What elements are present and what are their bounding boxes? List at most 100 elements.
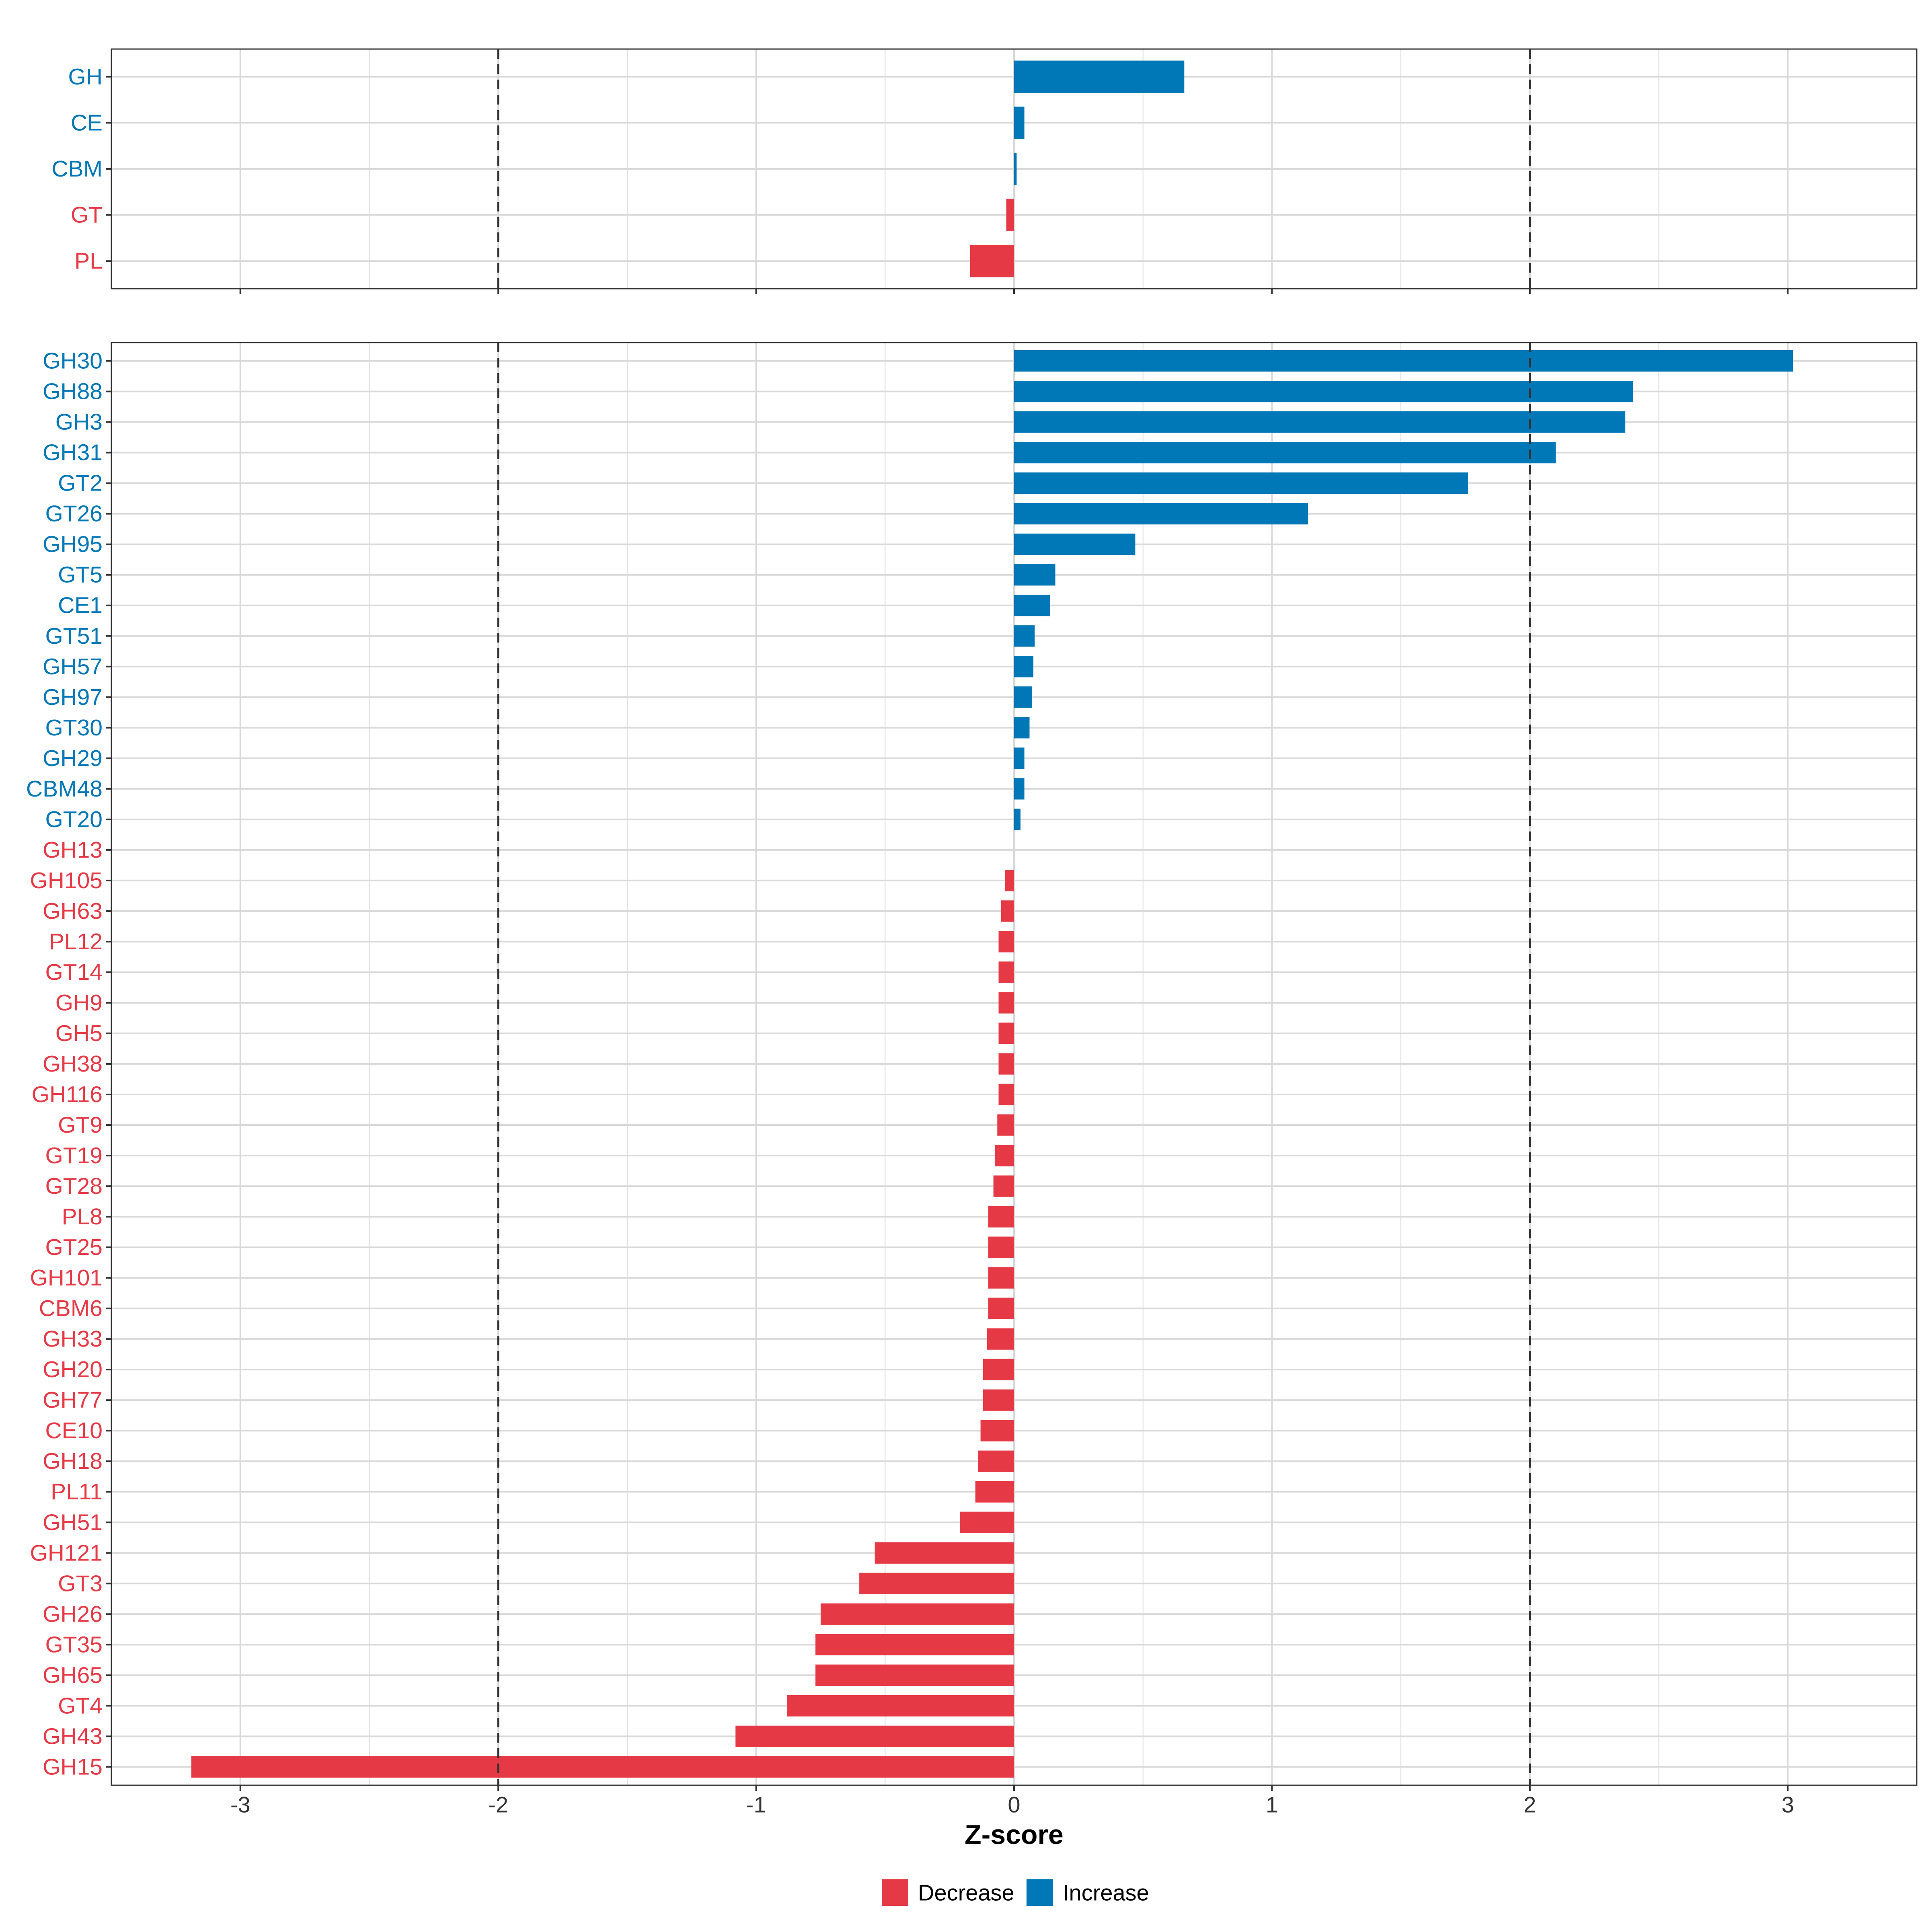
bar-GT51 (1014, 625, 1035, 647)
category-label: GH77 (43, 1387, 103, 1413)
category-label: PL (74, 248, 103, 274)
bar-CBM48 (1014, 778, 1025, 800)
bar-GH121 (875, 1542, 1014, 1564)
category-label: GH43 (43, 1723, 103, 1749)
category-label: GT25 (45, 1234, 103, 1260)
bar-GH95 (1014, 534, 1135, 555)
bar-GH31 (1014, 442, 1556, 464)
category-label: CBM48 (26, 776, 103, 802)
category-label: PL8 (62, 1204, 103, 1230)
bar-GT2 (1014, 472, 1468, 494)
category-label: GH3 (55, 409, 103, 435)
category-label: CE10 (45, 1418, 103, 1443)
bar-GH33 (987, 1328, 1014, 1350)
bar-GH29 (1014, 747, 1025, 769)
bar-GH20 (983, 1359, 1014, 1380)
bar-GT4 (787, 1695, 1014, 1716)
category-label: CE1 (58, 593, 103, 618)
bar-GT28 (993, 1175, 1014, 1197)
category-label: GH97 (43, 684, 103, 710)
bar-GT30 (1014, 717, 1030, 739)
x-tick-label: -1 (746, 1792, 766, 1817)
bar-GH38 (998, 1053, 1014, 1075)
bar-GT3 (859, 1573, 1014, 1594)
category-label: GT26 (45, 501, 103, 527)
bar-GH116 (998, 1084, 1014, 1105)
category-label: GH51 (43, 1509, 103, 1535)
bar-PL (970, 245, 1014, 277)
bar-GT14 (998, 961, 1014, 983)
category-label: PL11 (51, 1479, 103, 1505)
bar-GH5 (998, 1022, 1014, 1044)
category-label: GH121 (30, 1540, 103, 1566)
bar-GH51 (960, 1511, 1014, 1533)
category-label: GH105 (30, 868, 103, 893)
bar-GT25 (988, 1236, 1014, 1258)
bar-GT35 (815, 1634, 1014, 1655)
legend-label-increase: Increase (1063, 1880, 1149, 1905)
category-label: CBM (51, 156, 103, 182)
bar-GT (1006, 199, 1014, 231)
category-label: GH26 (43, 1601, 103, 1627)
bar-GT19 (994, 1145, 1014, 1166)
legend-swatch-increase (1027, 1879, 1053, 1906)
x-tick-label: 1 (1266, 1792, 1278, 1817)
category-label: CE (71, 110, 103, 136)
legend-label-decrease: Decrease (918, 1880, 1014, 1905)
category-label: GT2 (58, 470, 103, 496)
category-label: PL12 (49, 929, 103, 955)
category-label: GT4 (58, 1693, 103, 1718)
bar-GH43 (735, 1725, 1014, 1747)
bar-PL12 (998, 931, 1014, 953)
category-label: GH30 (43, 348, 103, 374)
bar-GH88 (1014, 381, 1633, 402)
category-label: GH57 (43, 654, 103, 680)
bar-GT26 (1014, 503, 1308, 525)
bar-GH18 (978, 1450, 1014, 1472)
x-tick-label: -2 (488, 1792, 508, 1817)
category-label: GT (71, 202, 103, 228)
bar-GT5 (1014, 564, 1055, 586)
bar-GH15 (191, 1756, 1014, 1778)
category-label: GT51 (45, 623, 103, 649)
category-label: GH63 (43, 898, 103, 924)
bar-CE1 (1014, 595, 1050, 616)
bar-GH9 (998, 992, 1014, 1014)
bar-GT20 (1014, 809, 1021, 830)
bar-GH77 (983, 1389, 1014, 1411)
x-tick-label: 0 (1008, 1792, 1020, 1817)
category-label: GH88 (43, 379, 103, 404)
category-label: GT35 (45, 1632, 103, 1657)
category-label: GH5 (55, 1020, 103, 1046)
category-label: GT5 (58, 562, 103, 588)
x-axis-title: Z-score (965, 1819, 1064, 1850)
bar-CE10 (980, 1420, 1014, 1441)
bar-GT9 (997, 1114, 1014, 1136)
bar-CE (1014, 107, 1025, 139)
category-label: GH9 (55, 990, 103, 1016)
category-label: GT9 (58, 1112, 103, 1138)
category-label: GT28 (45, 1173, 103, 1199)
bar-GH65 (815, 1664, 1014, 1686)
category-label: GH15 (43, 1754, 103, 1780)
category-label: GH95 (43, 532, 103, 557)
bar-GH63 (1001, 900, 1014, 922)
bar-GH30 (1014, 350, 1793, 372)
bar-GH101 (988, 1267, 1014, 1289)
x-tick-label: 3 (1782, 1792, 1794, 1817)
bar-PL11 (975, 1481, 1014, 1503)
bar-PL8 (988, 1206, 1014, 1228)
bar-CBM6 (988, 1298, 1014, 1319)
bar-GH3 (1014, 411, 1626, 433)
category-label: GH13 (43, 837, 103, 863)
category-label: GH101 (30, 1265, 103, 1291)
category-label: CBM6 (39, 1296, 103, 1321)
bar-GH57 (1014, 656, 1034, 678)
category-label: GH (68, 64, 103, 90)
category-label: GT20 (45, 807, 103, 832)
x-tick-label: -3 (230, 1792, 250, 1817)
category-label: GH38 (43, 1051, 103, 1077)
category-label: GT14 (45, 959, 103, 985)
